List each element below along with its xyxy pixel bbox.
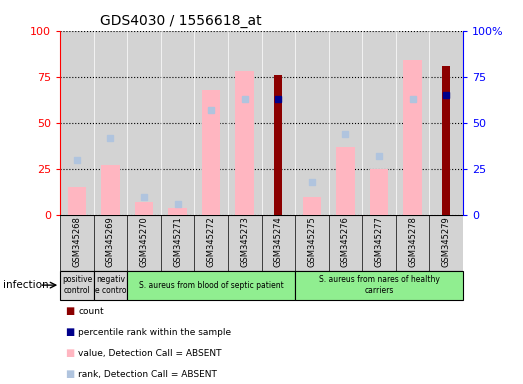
Bar <box>101 165 120 215</box>
Text: GSM345271: GSM345271 <box>173 216 182 267</box>
Text: GSM345276: GSM345276 <box>341 216 350 267</box>
Bar <box>303 197 321 215</box>
Bar <box>161 31 195 215</box>
Text: GSM345275: GSM345275 <box>308 216 316 267</box>
Bar <box>228 31 262 215</box>
Bar <box>295 271 463 300</box>
Bar <box>442 66 450 215</box>
Text: count: count <box>78 306 104 316</box>
Text: GSM345269: GSM345269 <box>106 216 115 267</box>
Bar <box>370 169 388 215</box>
Bar <box>362 31 396 215</box>
Bar <box>429 31 463 215</box>
Bar <box>127 271 295 300</box>
Text: ■: ■ <box>65 369 75 379</box>
Bar <box>135 202 153 215</box>
Text: S. aureus from nares of healthy
carriers: S. aureus from nares of healthy carriers <box>319 275 439 295</box>
Bar <box>60 31 94 215</box>
Bar <box>262 31 295 215</box>
Bar <box>94 31 127 215</box>
Text: ■: ■ <box>65 327 75 337</box>
Bar <box>94 271 127 300</box>
Text: positive
control: positive control <box>62 275 92 295</box>
Bar <box>67 187 86 215</box>
Text: GSM345277: GSM345277 <box>374 216 383 267</box>
Text: rank, Detection Call = ABSENT: rank, Detection Call = ABSENT <box>78 370 218 379</box>
Bar <box>336 147 355 215</box>
Text: S. aureus from blood of septic patient: S. aureus from blood of septic patient <box>139 281 283 290</box>
Bar <box>235 71 254 215</box>
Text: percentile rank within the sample: percentile rank within the sample <box>78 328 232 337</box>
Bar <box>396 31 429 215</box>
Text: value, Detection Call = ABSENT: value, Detection Call = ABSENT <box>78 349 222 358</box>
Bar <box>403 60 422 215</box>
Text: GSM345272: GSM345272 <box>207 216 215 267</box>
Text: ■: ■ <box>65 348 75 358</box>
Bar <box>202 90 220 215</box>
Text: GSM345273: GSM345273 <box>240 216 249 267</box>
Text: GSM345268: GSM345268 <box>72 216 82 267</box>
Text: GDS4030 / 1556618_at: GDS4030 / 1556618_at <box>100 14 262 28</box>
Text: GSM345279: GSM345279 <box>441 216 451 267</box>
Text: GSM345270: GSM345270 <box>140 216 149 267</box>
Text: negativ
e contro: negativ e contro <box>95 275 126 295</box>
Text: infection: infection <box>3 280 48 290</box>
Bar <box>127 31 161 215</box>
Bar <box>295 31 328 215</box>
Text: ■: ■ <box>65 306 75 316</box>
Text: GSM345274: GSM345274 <box>274 216 283 267</box>
Bar <box>195 31 228 215</box>
Bar <box>328 31 362 215</box>
Bar <box>168 208 187 215</box>
Bar <box>60 271 94 300</box>
Text: GSM345278: GSM345278 <box>408 216 417 267</box>
Bar <box>274 75 282 215</box>
